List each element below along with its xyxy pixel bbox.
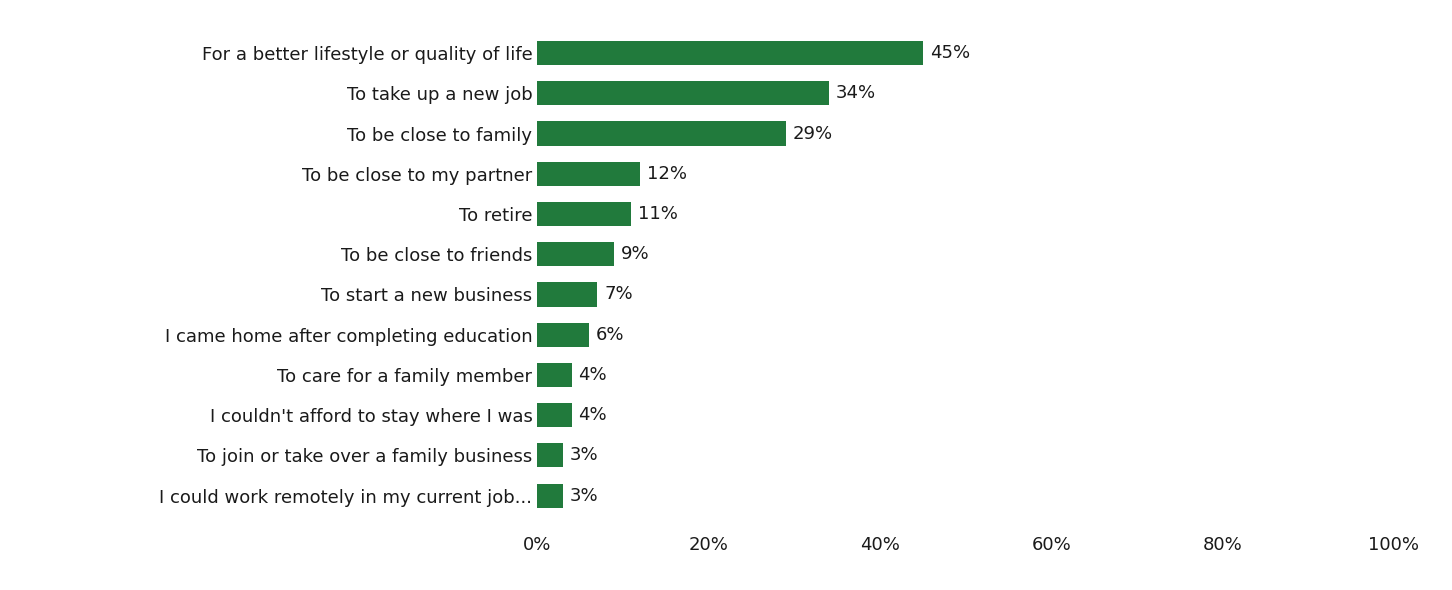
Bar xyxy=(537,283,597,307)
Text: 7%: 7% xyxy=(604,286,633,303)
Text: 3%: 3% xyxy=(569,447,598,464)
Text: 34%: 34% xyxy=(835,84,876,102)
Text: 3%: 3% xyxy=(569,487,598,504)
Text: 4%: 4% xyxy=(578,366,607,384)
Bar xyxy=(537,122,786,146)
Text: 9%: 9% xyxy=(621,245,650,263)
Bar xyxy=(537,363,572,387)
Bar xyxy=(537,323,588,347)
Bar xyxy=(537,162,640,186)
Bar xyxy=(537,202,632,226)
Bar xyxy=(537,443,563,467)
Bar xyxy=(537,81,829,106)
Text: 6%: 6% xyxy=(595,326,624,344)
Bar xyxy=(537,41,923,65)
Text: 4%: 4% xyxy=(578,406,607,424)
Bar xyxy=(537,403,572,427)
Text: 12%: 12% xyxy=(648,165,687,183)
Text: 11%: 11% xyxy=(639,205,678,223)
Bar xyxy=(537,242,614,266)
Text: 45%: 45% xyxy=(929,44,970,62)
Text: 29%: 29% xyxy=(793,124,832,143)
Bar xyxy=(537,484,563,507)
